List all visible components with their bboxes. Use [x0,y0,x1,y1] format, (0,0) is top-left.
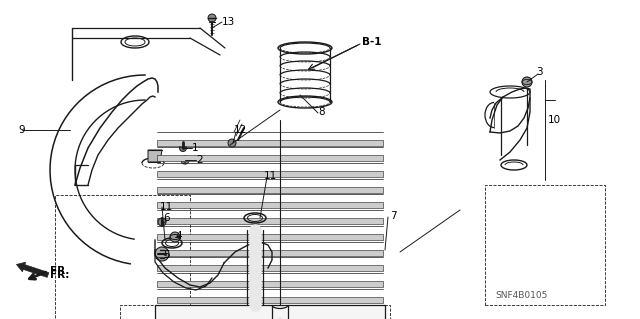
Text: 11: 11 [264,171,277,181]
Text: 9: 9 [18,125,24,135]
Circle shape [179,145,186,152]
Bar [55,195,190,319]
Bar [155,305,385,319]
Text: 13: 13 [222,17,236,27]
Bar [485,185,605,305]
Circle shape [170,232,180,242]
Bar [157,202,383,208]
Bar [157,281,383,287]
Text: 5: 5 [163,250,170,260]
Text: 2: 2 [196,155,203,165]
Bar [157,140,383,146]
Circle shape [228,139,236,147]
Text: B-1: B-1 [362,37,381,47]
Text: FR.: FR. [50,270,69,280]
Text: 12: 12 [234,125,247,135]
Circle shape [522,77,532,87]
Bar [157,250,383,256]
Text: 4: 4 [175,231,182,241]
Circle shape [208,14,216,22]
Text: 8: 8 [318,107,324,117]
Polygon shape [148,150,162,162]
Text: 10: 10 [548,115,561,125]
Bar [157,155,383,161]
Bar [157,187,383,193]
Text: 11: 11 [160,202,173,212]
Circle shape [158,218,166,226]
Bar [120,305,390,319]
Bar [157,265,383,271]
Bar [157,218,383,224]
Bar [157,234,383,240]
Text: 3: 3 [536,67,543,77]
Text: FR.: FR. [50,266,69,276]
Bar [157,297,383,303]
Circle shape [182,158,188,162]
FancyArrow shape [17,262,49,278]
Text: 7: 7 [390,211,397,221]
Text: SNF4B0105: SNF4B0105 [495,291,547,300]
Bar [157,171,383,177]
Text: 6: 6 [163,213,170,223]
Bar [155,305,385,319]
Circle shape [155,247,169,261]
Text: 1: 1 [192,143,198,153]
